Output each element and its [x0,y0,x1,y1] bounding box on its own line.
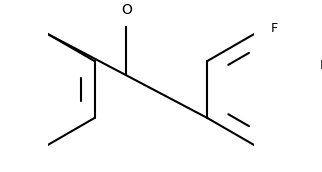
Text: F: F [270,22,278,35]
Text: F: F [320,59,322,72]
Text: O: O [121,3,132,17]
